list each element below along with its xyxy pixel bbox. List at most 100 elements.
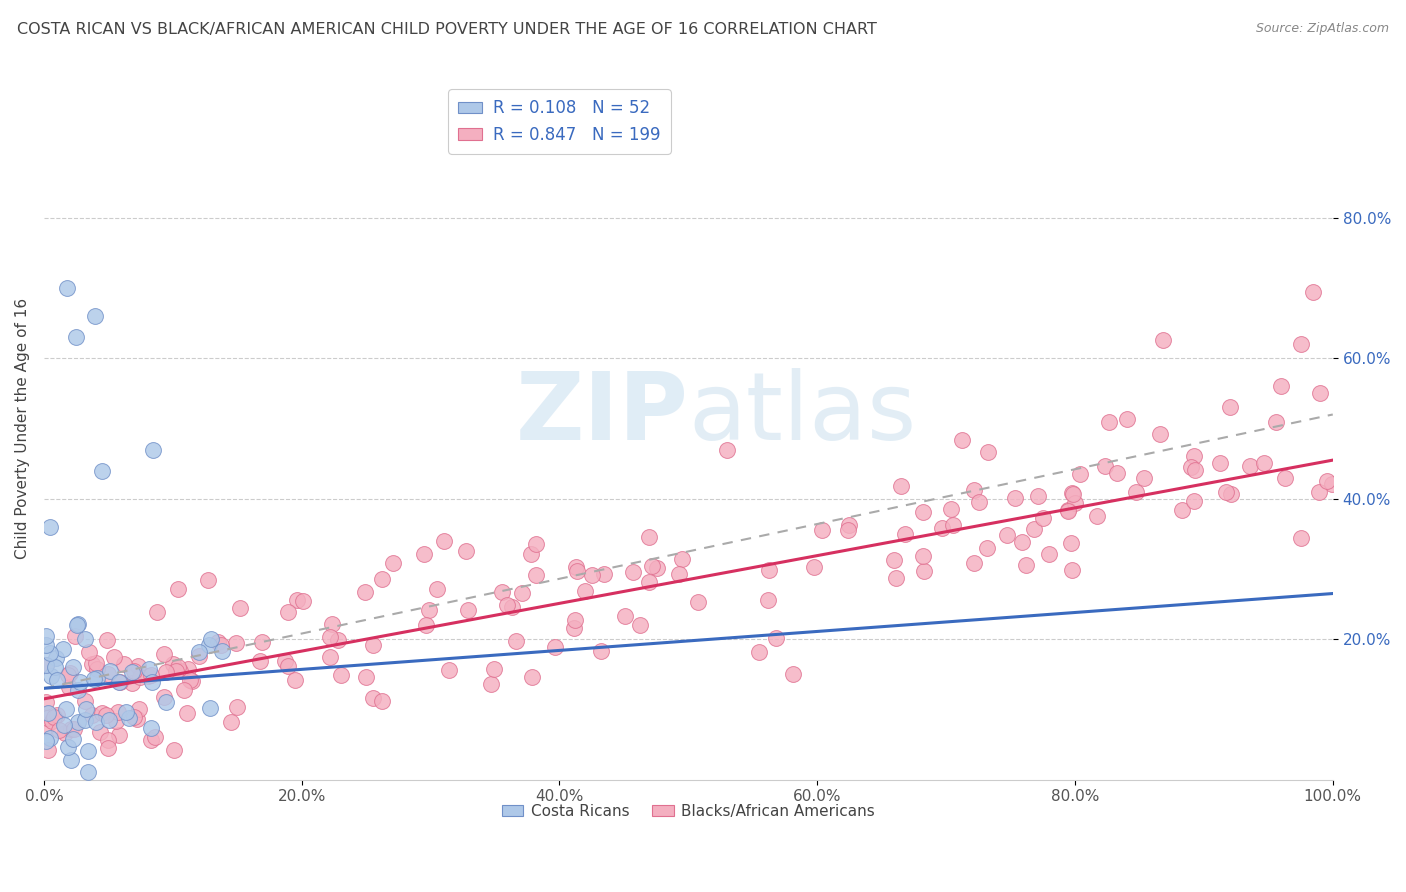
Point [1274, 471, 1296, 485]
Point [893, 526, 915, 541]
Point [225, 700, 247, 714]
Point [319, 630, 342, 644]
Point [319, 649, 342, 664]
Point [505, 634, 527, 648]
Point [1125, 484, 1147, 499]
Point [63, 722, 86, 736]
Point [1239, 459, 1261, 474]
Point [66, 618, 89, 632]
Point [1015, 558, 1038, 573]
Point [284, 673, 307, 688]
Point [482, 662, 505, 676]
Point [426, 582, 449, 596]
Point [1171, 503, 1194, 517]
Point [35, 658, 58, 673]
Point [225, 636, 247, 650]
Point [141, 674, 163, 689]
Point [454, 543, 477, 558]
Point [963, 483, 986, 498]
Point [1098, 415, 1121, 429]
Point [1253, 456, 1275, 470]
Point [65, 330, 87, 344]
Point [142, 442, 165, 457]
Point [1060, 536, 1083, 550]
Point [179, 673, 201, 688]
Point [574, 584, 596, 599]
Y-axis label: Child Poverty Under the Age of 16: Child Poverty Under the Age of 16 [15, 298, 30, 559]
Text: COSTA RICAN VS BLACK/AFRICAN AMERICAN CHILD POVERTY UNDER THE AGE OF 16 CORRELAT: COSTA RICAN VS BLACK/AFRICAN AMERICAN CH… [17, 22, 877, 37]
Point [37, 706, 59, 720]
Point [418, 603, 440, 617]
Point [35, 695, 58, 709]
Point [950, 433, 973, 447]
Point [80, 708, 103, 723]
Point [56, 281, 79, 295]
Point [1022, 523, 1045, 537]
Point [90, 706, 112, 721]
Point [716, 442, 738, 457]
Point [883, 553, 905, 567]
Point [328, 632, 350, 647]
Point [98, 664, 121, 678]
Point [1270, 379, 1292, 393]
Point [939, 502, 962, 516]
Point [162, 657, 184, 671]
Point [1320, 476, 1343, 491]
Point [437, 663, 460, 677]
Point [122, 665, 145, 679]
Point [62, 660, 84, 674]
Point [51, 642, 73, 657]
Point [84, 309, 107, 323]
Point [141, 722, 163, 736]
Point [1011, 534, 1033, 549]
Point [55, 702, 77, 716]
Point [931, 521, 953, 535]
Point [127, 712, 149, 726]
Point [39, 520, 62, 534]
Point [412, 547, 434, 561]
Point [162, 743, 184, 757]
Point [77, 645, 100, 659]
Point [1057, 504, 1080, 518]
Point [209, 638, 232, 652]
Point [884, 571, 907, 585]
Point [686, 595, 709, 609]
Point [58, 680, 80, 694]
Point [912, 549, 935, 563]
Point [45, 650, 67, 665]
Point [361, 690, 384, 705]
Point [197, 573, 219, 587]
Point [122, 709, 145, 723]
Point [565, 564, 588, 578]
Text: atlas: atlas [689, 368, 917, 460]
Point [35, 639, 58, 653]
Text: ZIP: ZIP [516, 368, 689, 460]
Point [520, 547, 543, 561]
Point [837, 523, 859, 537]
Point [520, 669, 543, 683]
Point [995, 527, 1018, 541]
Point [637, 574, 659, 589]
Point [371, 694, 394, 708]
Point [35, 720, 58, 734]
Point [35, 629, 58, 643]
Point [491, 585, 513, 599]
Text: Source: ZipAtlas.com: Source: ZipAtlas.com [1256, 22, 1389, 36]
Point [564, 613, 586, 627]
Point [803, 559, 825, 574]
Point [277, 605, 299, 619]
Point [1308, 485, 1330, 500]
Point [1032, 511, 1054, 525]
Point [1152, 333, 1174, 347]
Point [1132, 471, 1154, 485]
Point [128, 702, 150, 716]
Point [165, 664, 187, 678]
Point [1289, 532, 1312, 546]
Point [104, 714, 127, 728]
Point [581, 568, 603, 582]
Point [641, 558, 664, 573]
Point [121, 676, 143, 690]
Point [361, 638, 384, 652]
Point [1116, 411, 1139, 425]
Point [1264, 415, 1286, 429]
